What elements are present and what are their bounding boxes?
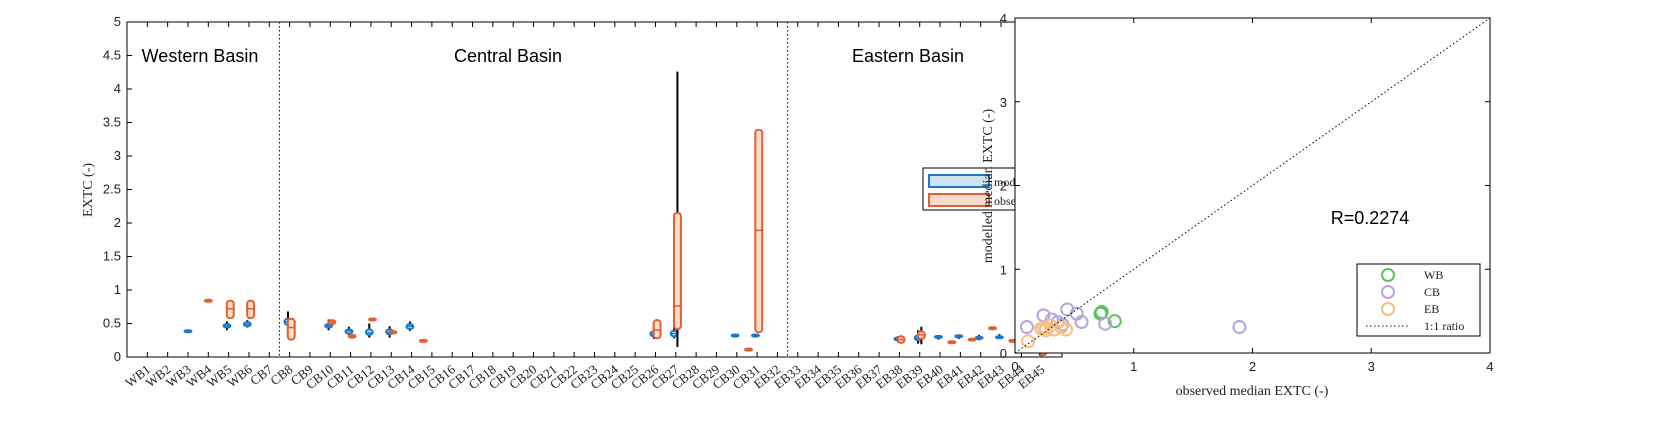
legend-label-wb: WB: [1424, 268, 1443, 282]
observed-box-CB27: [672, 211, 682, 330]
legend-swatch-observed: [928, 193, 990, 207]
legend-label-cb: CB: [1424, 285, 1440, 299]
boxplot-y-axis-label: EXTC (-): [81, 163, 96, 217]
y-tick-label: 0.5: [103, 316, 121, 331]
legend-label-eb: EB: [1424, 302, 1439, 316]
y-tick-label: 4: [1000, 11, 1007, 26]
basin-label: Western Basin: [142, 46, 259, 66]
legend-swatch-modelled: [928, 174, 990, 188]
y-tick-label: 2.5: [103, 182, 121, 197]
x-tick-label: 1: [1130, 359, 1137, 374]
cb-point: [1098, 316, 1113, 331]
cb-point: [1019, 320, 1034, 335]
basin-label: Central Basin: [454, 46, 562, 66]
y-tick-label: 3: [1000, 95, 1007, 110]
y-tick-label: 0: [1000, 346, 1007, 361]
one-to-one-line: [1014, 17, 1491, 354]
observed-box-CB8: [286, 317, 296, 341]
y-tick-label: 5: [114, 14, 121, 29]
scatter-legend: WB CB EB 1:1 ratio: [1356, 263, 1481, 337]
scatter-x-axis-label: observed median EXTC (-): [1176, 384, 1329, 399]
scatter-marks: [1014, 17, 1491, 354]
y-tick-label: 1.5: [103, 249, 121, 264]
correlation-annotation: R=0.2274: [1331, 208, 1410, 228]
legend-frame: [1356, 263, 1481, 337]
observed-box-CB26: [652, 319, 662, 340]
eb-point: [1021, 334, 1036, 349]
basin-labels: Western Basin Central Basin Eastern Basin: [142, 46, 964, 66]
y-tick-label: 2: [114, 215, 121, 230]
boxplot-axes-frame: [126, 21, 1063, 358]
legend-swatch-wb: [1381, 268, 1395, 282]
x-tick-label: 3: [1368, 359, 1375, 374]
x-tick-label: 4: [1486, 359, 1493, 374]
x-tick-label: 2: [1249, 359, 1256, 374]
y-tick-label: 4: [114, 81, 121, 96]
basin-label: Eastern Basin: [852, 46, 964, 66]
wb-point: [1107, 314, 1122, 329]
boxplot-panel: Western Basin Central Basin Eastern Basin …: [81, 14, 1063, 392]
y-tick-label: 1: [114, 282, 121, 297]
scatter-y-axis-label: modelled median EXTC (-): [981, 108, 996, 263]
scatter-ticks: 0 1 2 3 4 0 1 2 3 4: [1000, 11, 1494, 374]
scatter-panel: 0 1 2 3 4 0 1 2 3 4 R=0.2274 observed median EXTC…: [981, 11, 1494, 399]
eb-point: [1059, 322, 1074, 337]
y-tick-label: 4.5: [103, 48, 121, 63]
cb-point: [1074, 315, 1089, 330]
legend-swatch-eb: [1381, 302, 1395, 316]
y-tick-label: 3.5: [103, 115, 121, 130]
x-tick-label: 0: [1011, 359, 1018, 374]
eb-point: [1036, 320, 1051, 335]
cb-point: [1232, 320, 1247, 335]
eb-point: [1043, 318, 1058, 333]
legend-swatch-cb: [1381, 285, 1395, 299]
boxplot-marks: [183, 71, 1048, 356]
y-tick-label: 3: [114, 148, 121, 163]
legend-label-1-1-ratio: 1:1 ratio: [1424, 319, 1464, 333]
y-tick-label: 1: [1000, 262, 1007, 277]
y-tick-label: 0: [114, 349, 121, 364]
y-tick-label: 2: [1000, 179, 1007, 194]
